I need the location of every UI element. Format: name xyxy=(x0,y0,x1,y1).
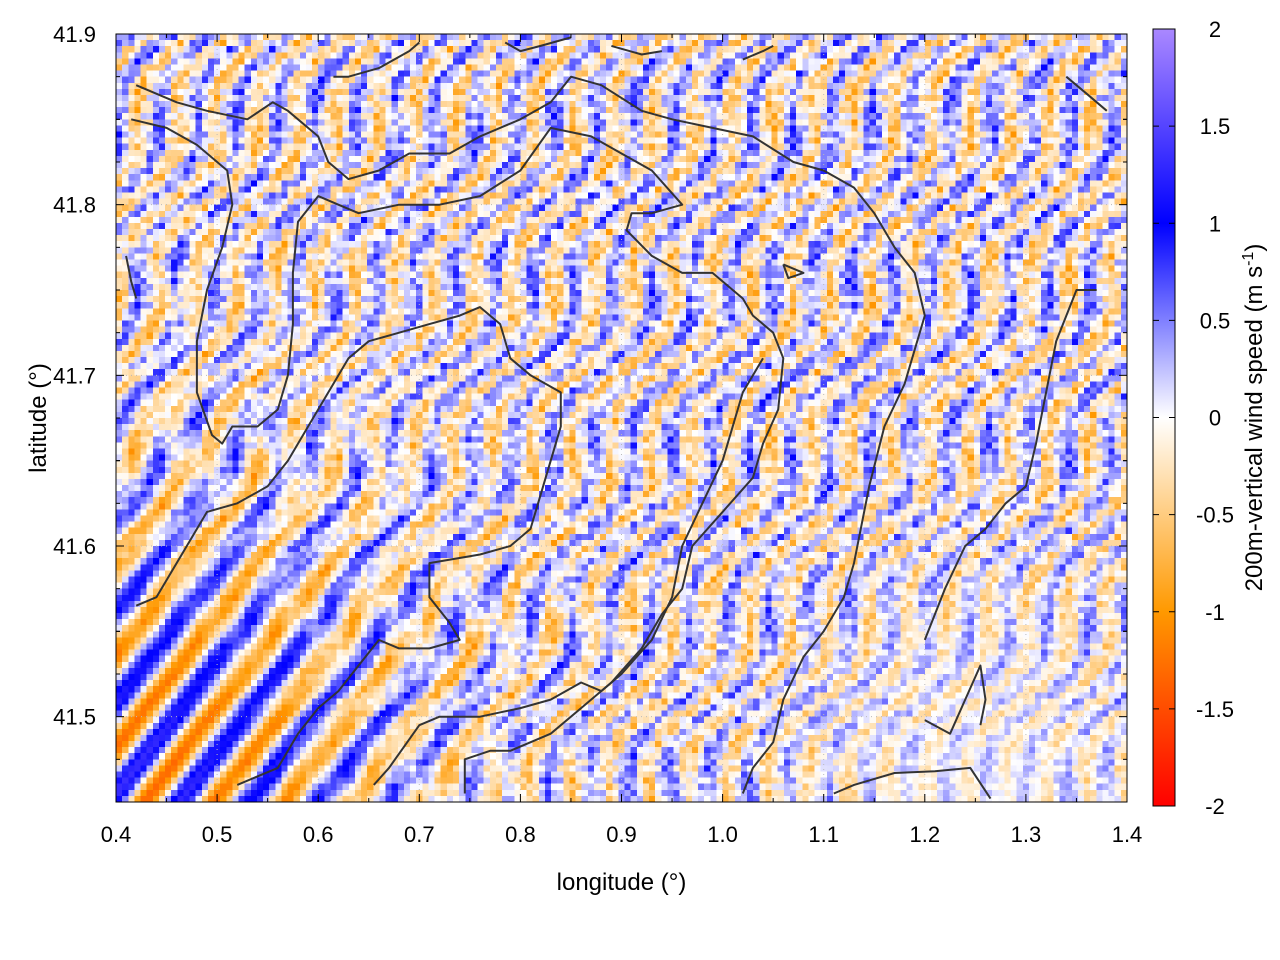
terrain-contour-line xyxy=(135,75,926,794)
x-tick-label: 0.9 xyxy=(606,822,637,847)
y-tick-label: 41.7 xyxy=(53,363,96,388)
terrain-contour-line xyxy=(1065,75,1108,112)
x-tick-label: 1.1 xyxy=(808,822,839,847)
x-tick-label: 0.4 xyxy=(101,822,132,847)
colorbar-tick-label: -0.5 xyxy=(1196,503,1234,528)
terrain-contour-line xyxy=(373,357,764,786)
terrain-contour-line xyxy=(333,41,420,78)
x-tick-label: 0.5 xyxy=(202,822,233,847)
colorbar-ticks: 2 1.5 1 0.5 0 -0.5 -1 -1.5 -2 xyxy=(1153,17,1234,819)
colorbar-tick-label: -1 xyxy=(1205,600,1225,625)
y-tick-label: 41.9 xyxy=(53,22,96,47)
terrain-contour-line xyxy=(924,664,987,735)
terrain-contour-line xyxy=(782,263,805,280)
terrain-contour-line xyxy=(742,45,774,61)
x-tick-label: 0.8 xyxy=(505,822,536,847)
terrain-contour-line xyxy=(923,289,1097,641)
y-tick-label: 41.6 xyxy=(53,534,96,559)
y-axis-label: latitude (°) xyxy=(25,363,52,473)
colorbar-tick-label: 1 xyxy=(1209,211,1221,236)
y-axis-ticks: 41.5 41.6 41.7 41.8 41.9 xyxy=(53,22,1127,760)
y-tick-label: 41.8 xyxy=(53,193,96,218)
x-tick-label: 1.3 xyxy=(1011,822,1042,847)
terrain-contour-line xyxy=(125,255,138,299)
colorbar-tick-label: -2 xyxy=(1205,794,1225,819)
x-axis-label: longitude (°) xyxy=(557,869,687,896)
colorbar-tick-label: 2 xyxy=(1209,17,1221,42)
x-tick-label: 1.0 xyxy=(707,822,738,847)
terrain-contours xyxy=(125,36,1108,800)
colorbar-label: 200m-vertical wind speed (m s-1) xyxy=(1240,244,1268,592)
terrain-contour-line xyxy=(135,306,562,786)
x-axis-ticks: 0.4 0.5 0.6 0.7 0.8 0.9 1.0 1.1 1.2 1.3 1.4 xyxy=(101,34,1143,847)
terrain-contour-line xyxy=(130,118,785,794)
colorbar-label-unit-exponent: -1 xyxy=(1240,252,1257,266)
terrain-contour-line xyxy=(833,766,992,800)
terrain-contour-line xyxy=(611,44,663,56)
colorbar-tick-label: 0 xyxy=(1209,406,1221,431)
colorbar-label-end: ) xyxy=(1241,244,1268,252)
x-tick-label: 0.7 xyxy=(404,822,435,847)
colorbar-tick-label: -1.5 xyxy=(1196,697,1234,722)
x-tick-label: 1.2 xyxy=(910,822,941,847)
x-tick-label: 0.6 xyxy=(303,822,334,847)
y-tick-label: 41.5 xyxy=(53,705,96,730)
terrain-contour-line xyxy=(504,36,572,53)
colorbar-tick-label: 1.5 xyxy=(1200,114,1231,139)
x-tick-label: 1.4 xyxy=(1112,822,1143,847)
colorbar-label-main: 200m-vertical wind speed (m s xyxy=(1241,266,1268,591)
colorbar-tick-label: 0.5 xyxy=(1200,308,1231,333)
